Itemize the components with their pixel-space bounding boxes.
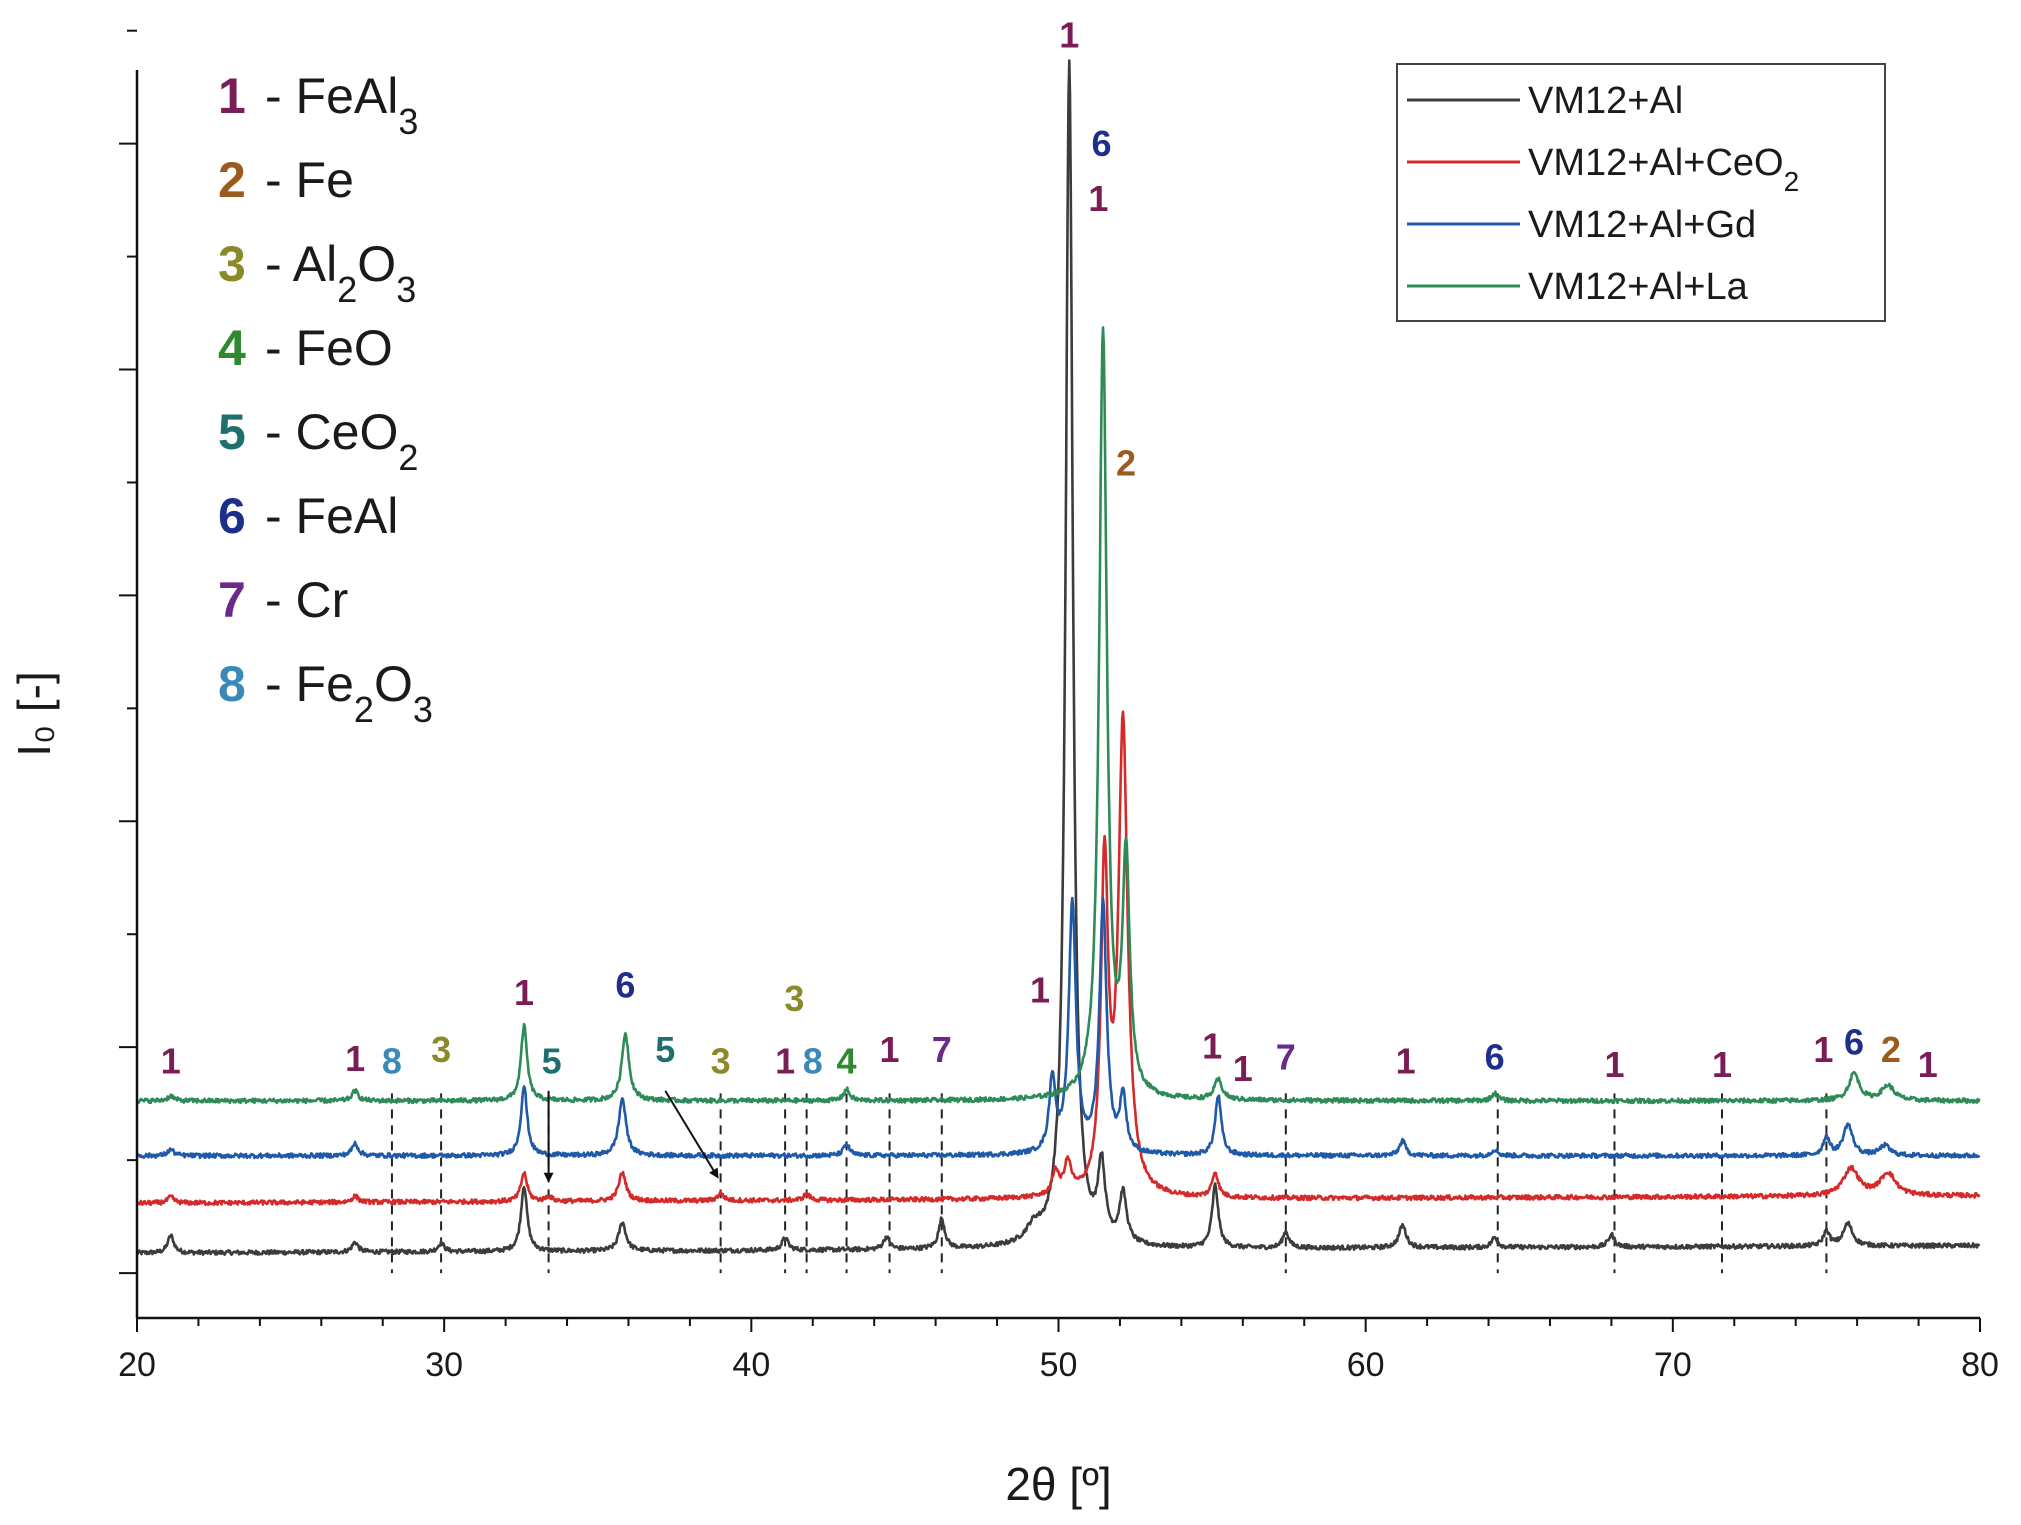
peak-label: 1 xyxy=(775,1040,795,1081)
series-legend-box xyxy=(1396,63,1886,322)
peak-label: 6 xyxy=(1091,123,1111,164)
peak-label: 1 xyxy=(514,972,534,1013)
peak-label: 7 xyxy=(1276,1037,1296,1078)
phase-legend: 1 - FeAl3 2 - Fe 3 - Al2O3 4 - FeO 5 - CeO2 6 - FeA… xyxy=(218,68,433,730)
peak-label: 6 xyxy=(1485,1037,1505,1078)
peak-label: 3 xyxy=(711,1040,731,1081)
peak-label: 1 xyxy=(1202,1025,1222,1066)
peak-label: 5 xyxy=(655,1029,675,1070)
phase-number: 8 xyxy=(218,656,246,712)
phase-number: 5 xyxy=(218,404,246,460)
peak-label: 6 xyxy=(1844,1022,1864,1063)
peak-label: 6 xyxy=(615,964,635,1005)
annotation-arrows xyxy=(543,1090,719,1183)
peak-label: 1 xyxy=(1396,1040,1416,1081)
peak-label: 7 xyxy=(932,1029,952,1070)
peak-label: 8 xyxy=(382,1040,402,1081)
x-tick-label: 80 xyxy=(1961,1346,1999,1384)
phase-name: - Al2O3 xyxy=(265,236,416,310)
phase-number: 3 xyxy=(218,236,246,292)
peak-label: 1 xyxy=(880,1029,900,1070)
legend-label: VM12+Al xyxy=(1528,80,1683,122)
peak-label: 1 xyxy=(1088,178,1108,219)
peak-label: 3 xyxy=(784,978,804,1019)
phase-number: 6 xyxy=(218,488,246,544)
peak-label: 1 xyxy=(345,1038,365,1079)
peak-label: 8 xyxy=(803,1040,823,1081)
series-legend: VM12+Al VM12+Al+CeO2 VM12+Al+Gd VM12+Al+La xyxy=(1396,63,1886,322)
peak-label: 1 xyxy=(161,1040,181,1081)
peak-label: 1 xyxy=(1604,1044,1624,1085)
peak-label: 4 xyxy=(837,1040,857,1081)
phase-name: - FeO xyxy=(265,320,393,376)
phase-number: 7 xyxy=(218,572,246,628)
peak-label: 3 xyxy=(431,1029,451,1070)
phase-name: - CeO2 xyxy=(265,404,418,478)
peak-label: 1 xyxy=(1712,1044,1732,1085)
x-tick-label: 40 xyxy=(732,1346,770,1384)
peak-label: 1 xyxy=(1918,1044,1938,1085)
series-lines xyxy=(135,59,1981,1256)
x-tick-label: 60 xyxy=(1347,1346,1385,1384)
y-axis-title: I₀ [-] xyxy=(8,671,60,757)
peak-label: 2 xyxy=(1116,443,1136,484)
peak-label: 1 xyxy=(1233,1048,1253,1089)
axes: 20 30 40 50 60 70 80 xyxy=(118,29,1999,1384)
series-line-vm12-al-gd xyxy=(135,896,1981,1160)
peak-label: 1 xyxy=(1059,15,1079,56)
phase-number: 4 xyxy=(218,320,246,376)
phase-number: 2 xyxy=(218,152,246,208)
annotation-arrow-1 xyxy=(664,1090,719,1179)
peak-label: 1 xyxy=(1030,969,1050,1010)
x-tick-label: 70 xyxy=(1654,1346,1692,1384)
series-line-vm12-al-ceo2 xyxy=(135,710,1981,1207)
peak-label: 2 xyxy=(1881,1029,1901,1070)
x-tick-label: 20 xyxy=(118,1346,156,1384)
legend-label: VM12+Al+La xyxy=(1528,266,1749,308)
phase-name: - FeAl3 xyxy=(265,68,418,142)
phase-name: - FeAl xyxy=(265,488,398,544)
legend-label: VM12+Al+Gd xyxy=(1528,204,1756,246)
phase-name: - Cr xyxy=(265,572,348,628)
x-tick-label: 50 xyxy=(1040,1346,1078,1384)
phase-name: - Fe2O3 xyxy=(265,656,433,730)
series-line-vm12-al-la xyxy=(136,326,1981,1105)
legend-label: VM12+Al+CeO2 xyxy=(1528,142,1799,197)
peak-label: 1 xyxy=(1813,1029,1833,1070)
phase-name: - Fe xyxy=(265,152,354,208)
phase-number: 1 xyxy=(218,68,246,124)
peak-label: 5 xyxy=(542,1040,562,1081)
x-tick-label: 30 xyxy=(425,1346,463,1384)
x-axis-title: 2θ [º] xyxy=(1005,1458,1111,1510)
